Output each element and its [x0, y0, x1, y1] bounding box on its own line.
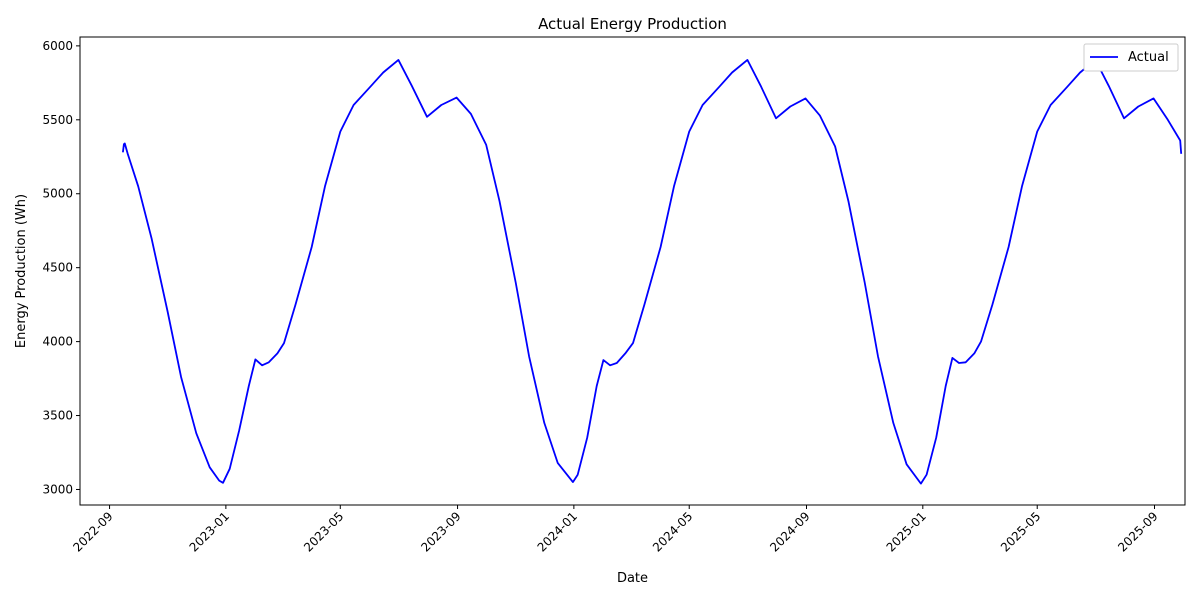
x-axis-title: Date [617, 571, 648, 586]
legend-label-actual: Actual [1128, 50, 1169, 65]
y-tick-label: 4000 [42, 335, 73, 349]
y-tick-label: 4500 [42, 261, 73, 275]
plot-area-frame [79, 36, 1186, 506]
legend-box [1083, 43, 1179, 72]
y-tick-label: 3000 [42, 482, 73, 496]
y-tick-label: 5000 [42, 187, 73, 201]
series-line-actual [122, 59, 1183, 485]
chart-title: Actual Energy Production [538, 15, 727, 33]
legend: Actual [1083, 43, 1179, 72]
y-tick-label: 5500 [42, 113, 73, 127]
y-tick-label: 6000 [42, 39, 73, 53]
y-tick-label: 3500 [42, 409, 73, 423]
y-axis-title: Energy Production (Wh) [14, 194, 29, 348]
y-axis-ticks: 3000 3500 4000 4500 5000 5500 6000 [42, 39, 80, 496]
